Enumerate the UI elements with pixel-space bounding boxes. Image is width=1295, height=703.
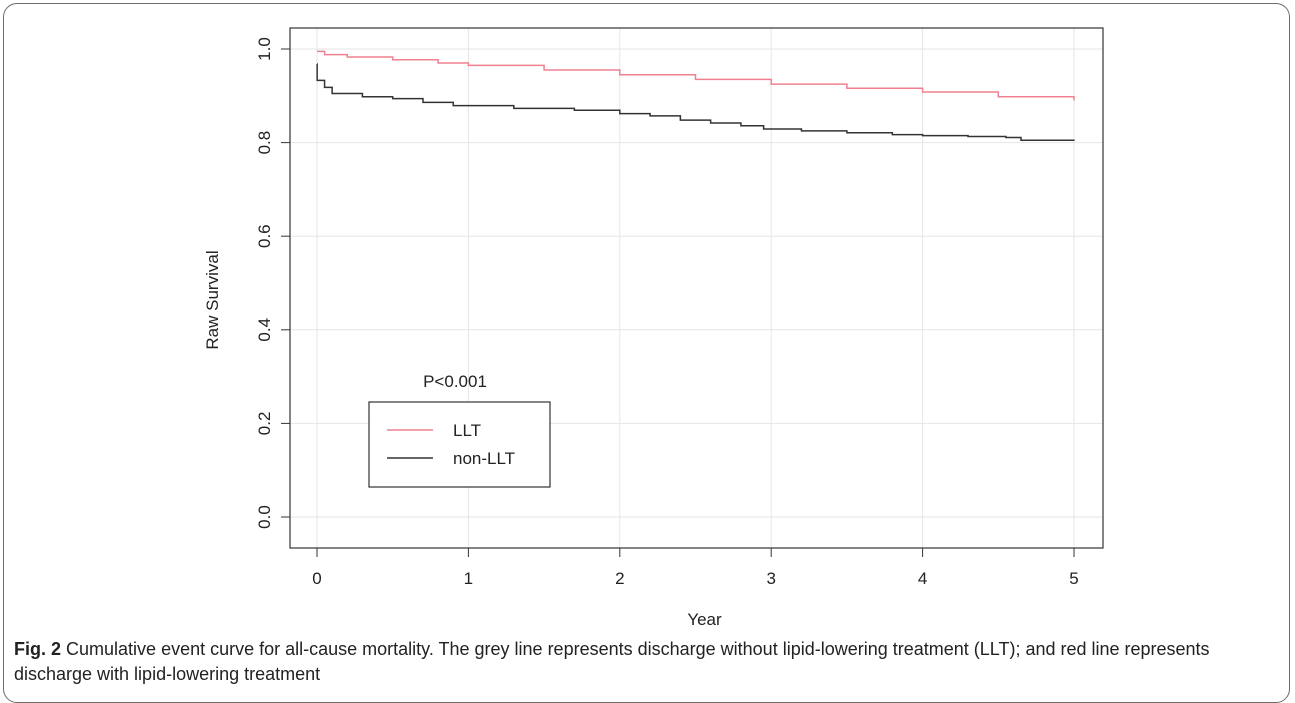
x-tick-label: 3 [766,569,775,588]
y-tick-label: 0.4 [255,318,274,342]
x-tick-label: 0 [312,569,321,588]
legend-label: non-LLT [453,449,515,468]
survival-chart: 0 1 2 3 4 5 0.0 0.2 0.4 0.6 0.8 1.0 Year Raw Survival… [0,0,1295,635]
figure-label: Fig. 2 [14,639,61,659]
legend-box [369,402,550,487]
y-tick-label: 0.2 [255,412,274,436]
caption-text: Cumulative event curve for all-cause mor… [14,639,1210,684]
y-tick-label: 0.0 [255,505,274,529]
x-tick-label: 5 [1069,569,1078,588]
x-tick-label: 1 [464,569,473,588]
series-line-llt [317,51,1074,100]
x-tick-label: 2 [615,569,624,588]
y-tick-label: 1.0 [255,37,274,61]
y-axis-title: Raw Survival [203,250,222,349]
x-tick-label: 4 [918,569,927,588]
y-tick-label: 0.6 [255,224,274,248]
p-value-annotation: P<0.001 [423,372,487,391]
figure-caption: Fig. 2 Cumulative event curve for all-ca… [14,637,1279,687]
y-tick-label: 0.8 [255,131,274,155]
legend-label: LLT [453,421,481,440]
x-axis-title: Year [687,610,722,629]
